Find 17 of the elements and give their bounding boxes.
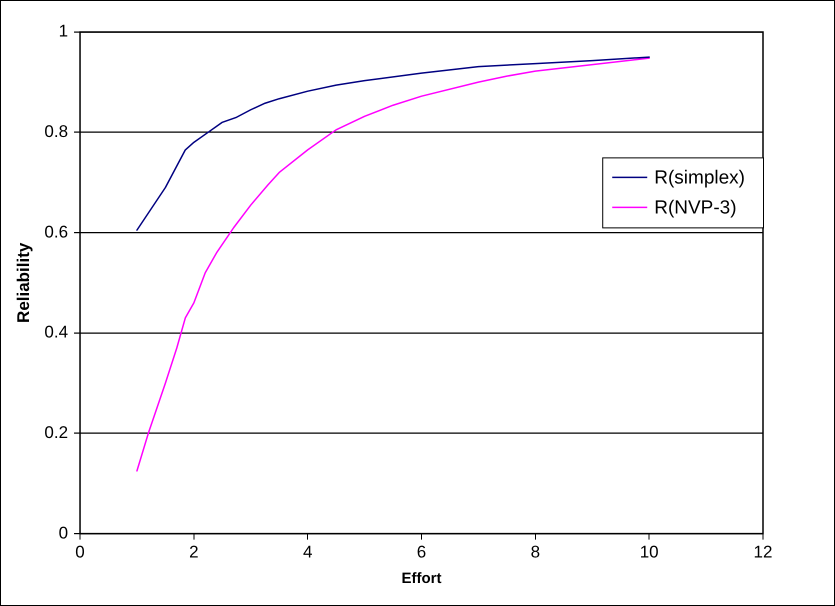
- y-tick-label: 0.8: [44, 122, 68, 142]
- y-tick-label: 0.6: [44, 222, 68, 242]
- y-axis-title: Reliability: [14, 242, 33, 323]
- y-tick-label: 1: [58, 22, 68, 41]
- x-tick-label: 10: [640, 542, 659, 562]
- x-axis-title: Effort: [402, 570, 442, 588]
- y-tick-label: 0.2: [44, 422, 68, 442]
- x-tick-label: 12: [754, 542, 772, 562]
- x-tick-label: 8: [530, 542, 540, 562]
- x-tick-label: 4: [302, 542, 312, 562]
- y-tick-label: 0.4: [44, 322, 68, 342]
- x-tick-label: 0: [75, 542, 85, 562]
- legend-label: R(simplex): [654, 168, 745, 189]
- legend-label: R(NVP-3): [654, 198, 737, 219]
- x-tick-label: 2: [189, 542, 199, 562]
- y-tick-label: 0: [58, 523, 68, 542]
- x-tick-label: 6: [416, 542, 426, 562]
